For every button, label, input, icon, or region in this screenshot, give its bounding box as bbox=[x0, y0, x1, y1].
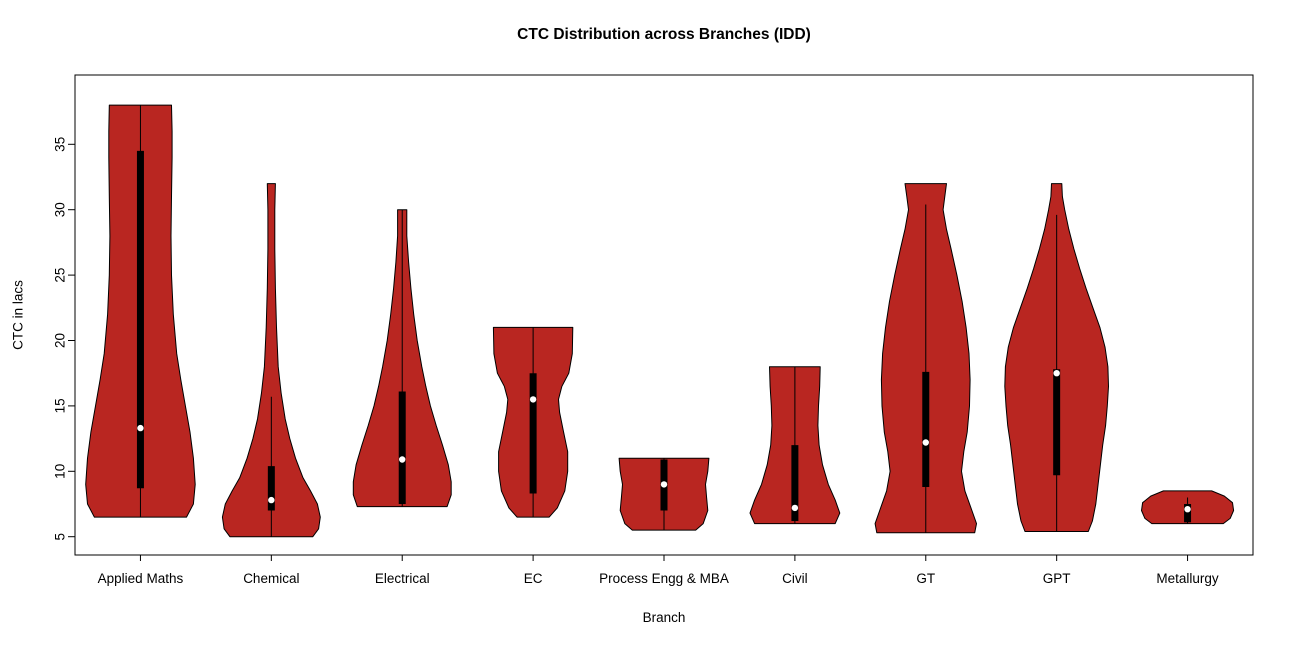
svg-text:30: 30 bbox=[53, 202, 68, 217]
svg-text:Civil: Civil bbox=[782, 571, 808, 586]
svg-text:20: 20 bbox=[53, 333, 68, 348]
svg-text:15: 15 bbox=[53, 398, 68, 413]
svg-text:GPT: GPT bbox=[1043, 571, 1071, 586]
svg-text:GT: GT bbox=[916, 571, 935, 586]
chart-title: CTC Distribution across Branches (IDD) bbox=[517, 26, 811, 43]
svg-text:Metallurgy: Metallurgy bbox=[1156, 571, 1219, 586]
svg-text:Process Engg & MBA: Process Engg & MBA bbox=[599, 571, 729, 586]
svg-text:Electrical: Electrical bbox=[375, 571, 430, 586]
x-axis-title: Branch bbox=[642, 610, 686, 625]
svg-text:EC: EC bbox=[524, 571, 543, 586]
svg-text:5: 5 bbox=[53, 533, 68, 541]
svg-text:Applied Maths: Applied Maths bbox=[98, 571, 184, 586]
svg-text:25: 25 bbox=[53, 268, 68, 283]
svg-text:35: 35 bbox=[53, 137, 68, 152]
svg-text:Chemical: Chemical bbox=[243, 571, 299, 586]
svg-text:10: 10 bbox=[53, 464, 68, 479]
